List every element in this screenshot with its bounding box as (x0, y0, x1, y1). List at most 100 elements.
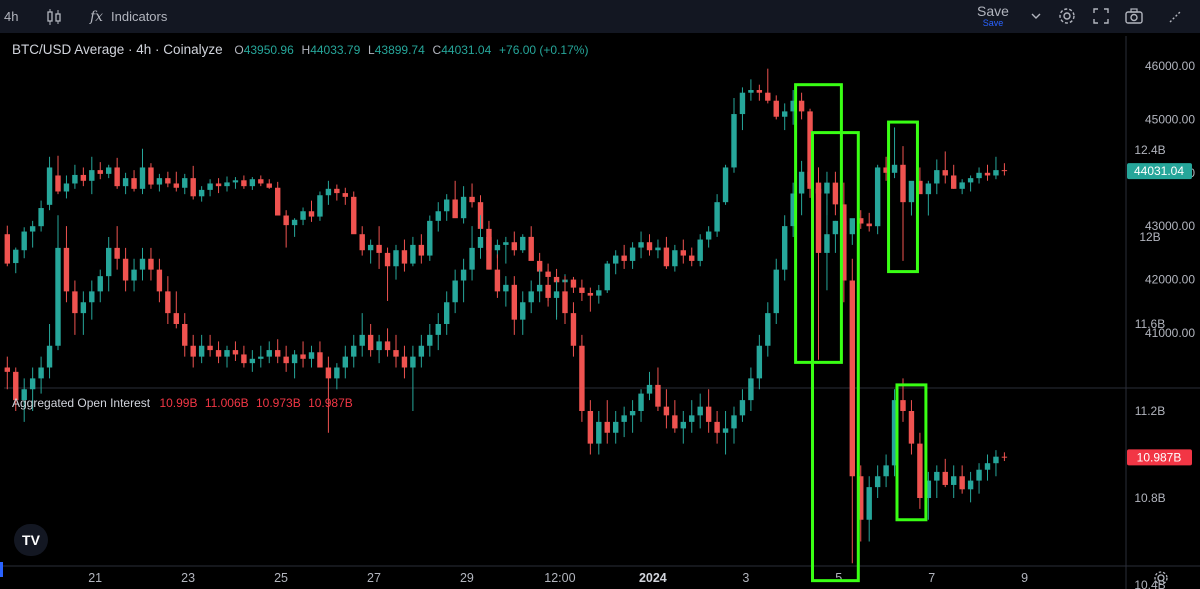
oi-candle (308, 345, 315, 368)
oi-candle (553, 280, 560, 320)
price-candle-body (359, 234, 365, 251)
price-candle-body (55, 175, 61, 192)
oi-candle (959, 465, 965, 494)
price-candle (29, 220, 36, 248)
save-button[interactable]: Save Save (960, 0, 1026, 33)
price-candle-body (849, 218, 855, 235)
oi-candle (376, 334, 382, 364)
chevron-down-icon[interactable] (1026, 6, 1046, 26)
price-candle (418, 234, 425, 264)
time-tick-label: 29 (460, 571, 474, 585)
oi-highlight-box (811, 131, 860, 583)
price-candle-body (613, 255, 619, 264)
chart-area[interactable]: 41000.0042000.0043000.0044000.0045000.00… (0, 33, 1200, 589)
price-candle-body (401, 250, 408, 264)
tradingview-logo[interactable]: TV (14, 524, 48, 556)
price-candle-body (604, 263, 610, 291)
oi-candle (291, 350, 298, 379)
oi-axis[interactable]: 10.4B 10.8B 11.2B 11.6B 12B 12.4B (1134, 143, 1165, 589)
oi-candle (646, 371, 653, 401)
price-candle-body (621, 255, 627, 261)
price-candle-body (891, 164, 898, 173)
price-candle-body (824, 234, 830, 253)
price-candle-body (790, 100, 796, 112)
price-candle (672, 244, 678, 272)
price-candle-body (308, 211, 315, 217)
price-candle (629, 242, 636, 269)
price-candle (782, 103, 788, 131)
oi-candle-body (232, 350, 239, 355)
oi-candle (300, 341, 306, 368)
oi-candle-body (148, 258, 154, 270)
price-candle (503, 236, 509, 264)
price-candle (367, 239, 374, 264)
oi-candle (739, 389, 746, 422)
price-candle (722, 164, 729, 205)
oi-candle (106, 237, 112, 292)
oi-candle-body (97, 276, 103, 292)
oi-candle-body (587, 411, 594, 444)
oi-candle-body (866, 487, 872, 520)
price-candle (131, 170, 137, 192)
price-candle-body (342, 193, 348, 197)
oi-candle (621, 406, 627, 438)
price-tick-label: 43000.00 (1145, 219, 1195, 233)
fx-icon[interactable]: fx (90, 0, 103, 33)
oi-candle-body (553, 291, 560, 298)
price-candle-body (80, 174, 87, 181)
last-oi-text: 10.987B (1137, 450, 1182, 464)
camera-icon[interactable] (1124, 6, 1144, 26)
gear-icon[interactable] (1057, 6, 1077, 26)
oi-candle-body (215, 350, 222, 357)
timeframe-label: 4h (4, 9, 19, 24)
price-candle (291, 218, 298, 237)
oi-candle-body (283, 356, 289, 364)
price-candle-body (376, 244, 382, 253)
oi-candle (452, 269, 458, 314)
timeframe-button[interactable]: 4h (4, 0, 18, 33)
oi-candle (97, 269, 103, 303)
price-candle (300, 207, 306, 226)
indicators-button[interactable]: Indicators (111, 0, 167, 33)
price-highlight-box (887, 120, 919, 274)
price-candle (917, 167, 923, 195)
price-candle (325, 180, 332, 205)
time-axis[interactable]: 21 23 25 27 29 12:00 2024 3 5 7 9 (88, 571, 1028, 585)
scale-settings-icon[interactable] (1154, 571, 1168, 585)
oi-candle (765, 302, 771, 357)
oi-tick-label: 11.6B (1135, 317, 1165, 331)
price-candle (731, 98, 737, 173)
oi-candle-body (638, 393, 644, 411)
price-candle-body (384, 252, 391, 267)
oi-candle (410, 345, 416, 411)
price-candle-body (275, 187, 281, 216)
oi-candle (925, 471, 932, 520)
oi-candle-body (824, 182, 830, 194)
time-tick-label: 7 (928, 571, 935, 585)
fullscreen-icon[interactable] (1091, 6, 1111, 26)
price-candle-body (325, 188, 332, 196)
price-candle (604, 260, 610, 293)
price-candle (190, 165, 196, 200)
price-candle-body (579, 287, 585, 293)
oi-candle (663, 389, 670, 429)
price-axis[interactable]: 41000.0042000.0043000.0044000.0045000.00… (1145, 59, 1195, 340)
oi-candle (714, 411, 720, 444)
oi-candle-body (139, 258, 146, 270)
oi-pane[interactable] (4, 388, 1126, 566)
price-candle-body (756, 90, 763, 93)
oi-candle-body (528, 291, 534, 303)
oi-candle-body (579, 345, 585, 411)
candle-style-icon[interactable] (45, 0, 63, 33)
oi-candle-body (891, 400, 898, 466)
price-pane[interactable] (4, 36, 1126, 388)
price-candle-body (139, 167, 146, 189)
pencil-icon[interactable] (1166, 6, 1186, 26)
oi-candle-body (207, 345, 213, 351)
oi-candle (89, 280, 95, 320)
oi-candle-body (672, 415, 678, 429)
oi-candle-body (959, 476, 965, 490)
price-candle-body (156, 178, 163, 185)
oi-candle (1001, 452, 1008, 462)
oi-candle (477, 215, 484, 259)
